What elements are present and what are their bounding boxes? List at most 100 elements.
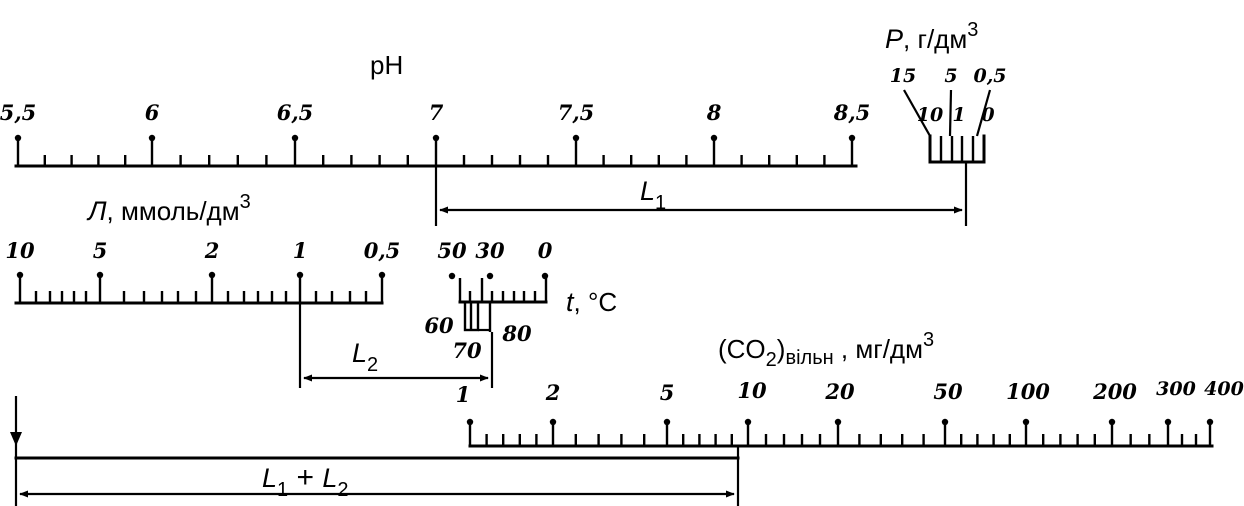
t-ticks xyxy=(448,272,549,302)
co2-tick-dot xyxy=(1164,418,1172,426)
l1-plus-l2-label: L1 + L2 xyxy=(262,461,349,501)
co2-minor-ticks xyxy=(485,434,1198,446)
co2-scale: (CO2)вільн , мг/дм3 1 2 5 10 20 50 100 2… xyxy=(456,329,1244,448)
co2-unit-exponent: 3 xyxy=(923,329,934,351)
l-tick-label: 5 xyxy=(93,238,108,263)
p-leader-line xyxy=(975,89,992,137)
co2-tick-label: 10 xyxy=(737,378,767,403)
l2-letter: L xyxy=(352,338,367,368)
co2-tick-dot xyxy=(549,418,557,426)
t-scale-caption: t, °C xyxy=(566,287,617,317)
t-tick-label: 30 xyxy=(475,238,505,263)
t-scale-title: t xyxy=(566,287,575,317)
co2-tick-dot xyxy=(744,418,752,426)
l1-plus-l2-letter-a: L xyxy=(262,463,277,493)
p-tick-label: 10 xyxy=(917,104,943,126)
l-major-ticks xyxy=(16,271,386,303)
l-tick-label: 0,5 xyxy=(364,238,401,263)
co2-tick-dot xyxy=(466,418,474,426)
p-tick-label: 0,5 xyxy=(973,65,1006,87)
l1-subscript: 1 xyxy=(655,192,666,214)
co2-tick-label: 300 xyxy=(1156,378,1196,400)
t-tick-dot xyxy=(486,272,494,280)
p-axis xyxy=(928,134,986,164)
co2-major-ticks xyxy=(466,418,1214,446)
p-tick-label: 15 xyxy=(890,65,916,87)
co2-tick-label: 400 xyxy=(1204,378,1244,400)
co2-tick-label: 50 xyxy=(933,379,963,404)
l-tick-label: 2 xyxy=(204,238,220,263)
p-scale-unit: , г/дм xyxy=(903,24,967,54)
co2-tick-label: 5 xyxy=(660,380,675,405)
co2-title-subscript: вільн xyxy=(785,347,833,369)
l1-plus-l2-distance: L1 + L2 xyxy=(10,396,740,506)
t-tick-label: 70 xyxy=(452,338,482,363)
ph-scale: pH 5,5 6 6,5 7 7,5 8 8,5 xyxy=(0,50,871,168)
co2-tick-label: 1 xyxy=(456,382,471,407)
ph-tick-label: 6 xyxy=(145,100,160,125)
co2-tick-dot xyxy=(1022,418,1030,426)
l-tick-label: 10 xyxy=(5,238,35,263)
l2-label: L2 xyxy=(352,338,378,376)
l-tick-dot xyxy=(296,271,304,279)
co2-tick-dot xyxy=(941,418,949,426)
ph-tick-dot xyxy=(572,134,580,142)
l1-label: L1 xyxy=(640,176,666,214)
l-minor-ticks xyxy=(34,291,368,303)
co2-tick-dot xyxy=(1108,418,1116,426)
t-scale-unit: , °C xyxy=(574,287,618,317)
co2-tick-label: 20 xyxy=(824,379,855,404)
ph-tick-dot xyxy=(148,134,156,142)
p-scale-title: P xyxy=(885,24,903,54)
co2-tick-label: 200 xyxy=(1092,379,1137,404)
p-scale: P, г/дм3 15 5 0,5 10 1 0 xyxy=(885,19,1007,164)
ph-tick-dot xyxy=(291,134,299,142)
ph-tick-label: 7,5 xyxy=(558,100,595,125)
t-tick-label: 80 xyxy=(501,321,532,346)
co2-tick-dot xyxy=(834,418,842,426)
l-tick-dot xyxy=(16,271,24,279)
l-scale-unit-exponent: 3 xyxy=(240,191,251,213)
co2-tick-label: 100 xyxy=(1006,379,1050,404)
l2-distance: L2 xyxy=(298,303,494,388)
l1-letter: L xyxy=(640,176,655,206)
ph-major-ticks xyxy=(14,134,856,166)
ph-tick-dot xyxy=(848,134,856,142)
l-scale: Л, ммоль/дм3 10 5 2 1 0,5 xyxy=(5,191,401,305)
p-tick-label: 5 xyxy=(944,65,957,87)
t-tick-dot xyxy=(448,272,456,280)
co2-scale-caption: (CO2)вільн , мг/дм3 xyxy=(718,329,934,371)
p-leader-line xyxy=(903,89,931,137)
l2-subscript: 2 xyxy=(367,354,378,376)
l-tick-dot xyxy=(96,271,104,279)
l-tick-label: 1 xyxy=(293,238,308,263)
ph-minor-ticks xyxy=(43,155,826,166)
l-tick-dot xyxy=(208,271,216,279)
ph-tick-dot xyxy=(432,134,440,142)
l-scale-unit: , ммоль/дм xyxy=(107,196,240,226)
ph-tick-label: 5,5 xyxy=(0,100,36,125)
p-scale-caption: P, г/дм3 xyxy=(885,19,978,54)
co2-title-sub: 2 xyxy=(766,349,777,371)
p-leader-line xyxy=(948,89,953,137)
co2-tick-label: 2 xyxy=(545,380,561,405)
l-scale-caption: Л, ммоль/дм3 xyxy=(86,191,251,226)
l1-plus-l2-sub-b: 2 xyxy=(337,479,348,501)
l1-plus-l2-plus: + xyxy=(288,461,322,494)
co2-unit: , мг/дм xyxy=(834,334,923,364)
co2-tick-dot xyxy=(1206,418,1214,426)
t-tick-label: 50 xyxy=(437,238,467,263)
ph-tick-dot xyxy=(710,134,718,142)
ph-tick-label: 8 xyxy=(706,100,722,125)
ph-tick-label: 6,5 xyxy=(277,100,314,125)
t-scale: 50 30 0 60 70 80 t, °C xyxy=(424,238,617,363)
l1-plus-l2-letter-b: L xyxy=(322,463,337,493)
co2-title: (CO xyxy=(718,334,766,364)
ph-tick-label: 8,5 xyxy=(833,100,871,125)
l-tick-dot xyxy=(378,271,386,279)
co2-title-after: ) xyxy=(777,334,786,364)
co2-tick-dot xyxy=(663,418,671,426)
t-tick-label: 0 xyxy=(538,238,553,263)
t-tick-dot xyxy=(541,272,549,280)
